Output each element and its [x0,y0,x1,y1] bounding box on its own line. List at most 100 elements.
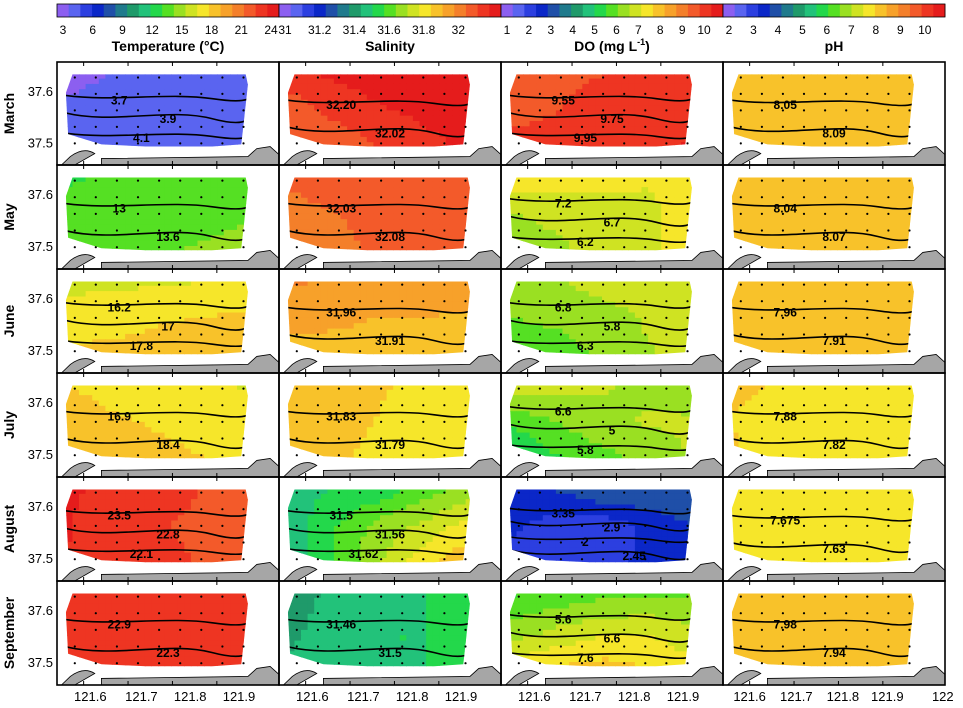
field-cell [98,285,106,292]
field-cell [217,312,225,319]
station-dot [422,125,425,128]
field-cell [72,281,80,287]
field-cell [412,203,421,210]
field-cell [667,94,675,101]
field-cell [190,136,199,143]
field-cell [843,110,851,117]
station-dot [845,212,848,215]
station-dot [623,125,626,128]
field-cell [681,74,689,80]
field-cell [797,83,805,90]
field-cell [138,296,146,303]
field-cell [602,142,610,147]
field-cell [896,83,904,90]
field-cell [771,240,779,247]
field-cell [85,83,93,90]
field-cell [810,192,818,199]
colorbar-swatch [337,4,350,17]
field-cell [373,136,381,143]
field-cell [105,317,113,324]
field-cell [595,105,603,111]
field-cell [380,213,388,220]
field-cell [230,181,238,188]
field-cell [177,142,185,147]
field-cell [360,187,368,193]
colorbar-swatch [162,4,175,17]
field-cell [758,213,766,220]
field-cell [516,78,524,85]
field-cell [909,110,914,117]
field-cell [536,78,544,85]
field-cell [615,208,623,215]
field-cell [555,142,564,147]
field-cell [687,126,692,133]
field-cell [65,285,74,292]
field-cell [138,213,146,220]
field-cell [72,235,80,242]
field-cell [230,333,238,340]
station-dot [295,212,298,215]
field-cell [164,99,172,106]
field-cell [621,203,629,210]
field-cell [301,78,309,85]
field-cell [777,83,786,90]
field-cell [243,74,248,80]
field-cell [432,229,440,236]
field-cell [243,285,248,292]
field-cell [791,78,799,85]
field-cell [237,344,245,351]
field-cell [758,181,766,188]
field-cell [158,291,166,297]
field-cell [452,115,460,122]
field-cell [784,219,792,226]
field-cell [171,301,179,308]
station-dot [422,212,425,215]
field-cell [608,110,616,117]
station-dot [464,300,467,303]
field-cell [320,208,328,215]
field-cell [347,89,355,96]
field-cell [628,110,636,117]
field-cell [824,136,832,143]
field-cell [628,240,636,247]
field-cell [230,219,238,226]
field-cell [654,240,662,247]
field-cell [301,203,309,210]
field-cell [661,301,669,308]
field-cell [648,219,656,226]
field-cell [863,208,871,215]
field-cell [426,94,434,101]
station-dot [337,125,340,128]
field-cell [190,74,199,80]
field-cell [667,213,675,220]
field-cell [360,246,368,251]
field-cell [125,219,133,226]
field-cell [177,246,185,251]
field-cell [863,131,871,138]
field-cell [751,94,759,101]
field-cell [817,78,825,85]
field-cell [804,203,812,210]
field-cell [758,224,766,231]
field-cell [569,192,577,199]
field-cell [595,142,603,147]
field-cell [465,121,470,127]
field-cell [301,131,309,138]
field-cell [870,246,878,251]
colorbar-swatch [477,4,490,17]
field-cell [144,115,152,122]
field-cell [569,181,577,188]
field-cell [347,333,355,340]
field-cell [674,307,682,314]
field-cell [439,83,447,90]
field-cell [555,281,564,287]
field-cell [797,94,805,101]
field-cell [340,78,348,85]
field-cell [406,83,414,90]
field-cell [426,344,434,351]
field-cell [184,235,192,242]
station-dot [517,76,520,79]
station-dot [200,142,203,145]
station-dot [179,350,182,353]
field-cell [791,131,799,138]
